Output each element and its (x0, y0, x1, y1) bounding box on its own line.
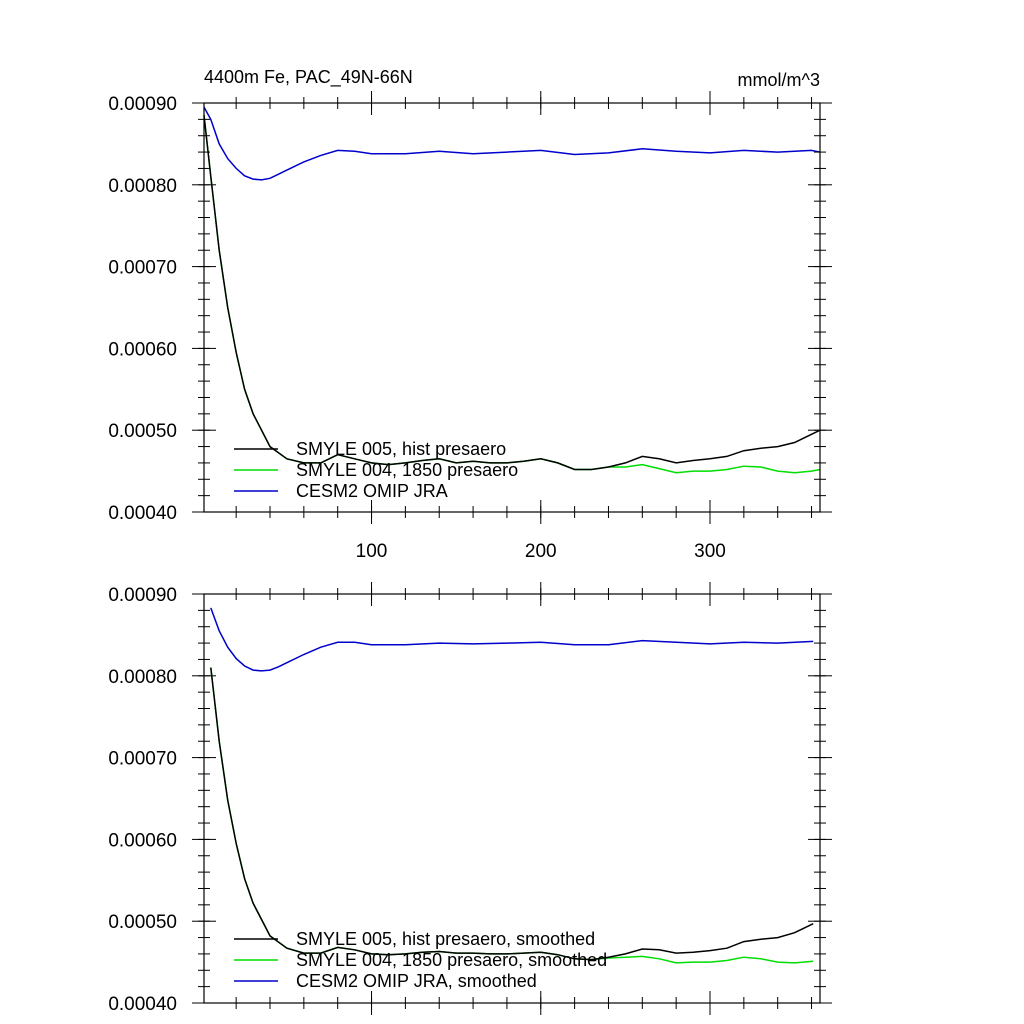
plot-frame (203, 593, 821, 1004)
y-tick-label: 0.00080 (108, 176, 177, 197)
units-label: mmol/m^3 (738, 70, 820, 90)
y-tick-label: 0.00040 (108, 503, 177, 524)
y-tick-label: 0.00090 (108, 94, 177, 115)
x-tick-label: 300 (694, 541, 726, 562)
legend-label: SMYLE 004, 1850 presaero, smoothed (296, 950, 607, 970)
chart-title: 4400m Fe, PAC_49N-66N (204, 67, 413, 88)
series-line-1 (210, 667, 814, 964)
y-tick-label: 0.00050 (108, 421, 177, 442)
legend-label: CESM2 OMIP JRA, smoothed (296, 971, 537, 991)
y-tick-label: 0.00070 (108, 258, 177, 279)
plot-frame (203, 102, 821, 513)
y-tick-label: 0.00040 (108, 994, 177, 1015)
legend-label: SMYLE 005, hist presaero, smoothed (296, 929, 595, 949)
legend-label: CESM2 OMIP JRA (296, 481, 448, 501)
y-tick-label: 0.00070 (108, 749, 177, 770)
series-line-0 (203, 115, 821, 471)
series-line-1 (203, 115, 821, 474)
y-tick-label: 0.00050 (108, 912, 177, 933)
y-tick-label: 0.00080 (108, 667, 177, 688)
series-line-2 (203, 106, 821, 181)
top-panel: 4400m Fe, PAC_49N-66N mmol/m^3 0.00040 0.… (108, 67, 832, 562)
legend-label: SMYLE 005, hist presaero (296, 439, 506, 459)
x-tick-label: 100 (356, 541, 388, 562)
x-tick-label: 200 (525, 541, 557, 562)
y-tick-label: 0.00090 (108, 585, 177, 606)
series-line-0 (210, 667, 814, 961)
bottom-panel: 0.00040 0.00050 0.00060 0.00070 0.00080 0.000… (108, 582, 832, 1015)
legend-label: SMYLE 004, 1850 presaero (296, 460, 518, 480)
y-tick-label: 0.00060 (108, 339, 177, 360)
series-line-2 (210, 607, 814, 672)
y-tick-label: 0.00060 (108, 830, 177, 851)
